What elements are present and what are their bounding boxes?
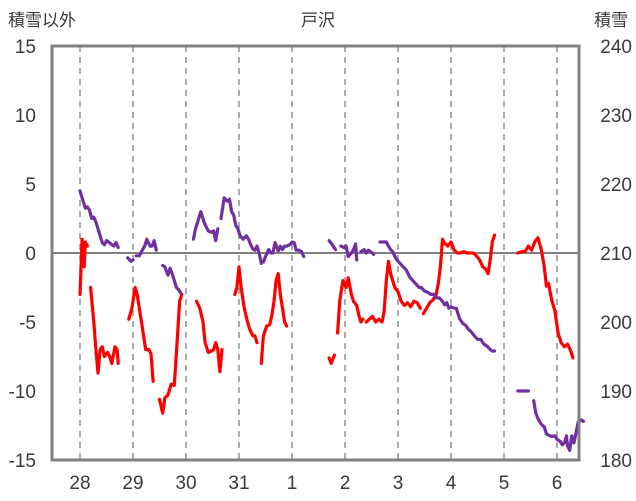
series-line-segment: [421, 233, 497, 316]
y-right-tick-label: 190: [600, 382, 632, 403]
series-line-segment: [161, 263, 183, 295]
series-line-segment: [327, 353, 336, 365]
y-right-tick-label: 200: [600, 313, 632, 334]
x-tick-label: 28: [69, 473, 90, 494]
plot-frame: [50, 44, 581, 462]
x-tick-label: 6: [552, 473, 563, 494]
y-right-tick-label: 180: [600, 451, 632, 472]
series-line-segment: [78, 237, 90, 296]
x-tick-label: 2: [340, 473, 351, 494]
y-right-tick-label: 230: [600, 106, 632, 127]
series-line-segment: [364, 259, 422, 324]
series-line-segment: [516, 236, 575, 360]
x-tick-label: 5: [499, 473, 510, 494]
x-tick-label: 4: [446, 473, 457, 494]
series-line-segment: [261, 240, 306, 264]
y-left-tick-label: 5: [25, 175, 36, 196]
series-line-segment: [78, 189, 120, 250]
series-line-segment: [259, 272, 289, 365]
y-left-tick-label: -10: [9, 382, 36, 403]
y-right-tick-label: 220: [600, 175, 632, 196]
chart-title: 戸沢: [301, 11, 335, 31]
y-left-tick-label: 10: [15, 106, 36, 127]
series-line-segment: [195, 299, 224, 374]
series-line-segment: [157, 292, 184, 415]
grid: [52, 46, 579, 460]
series-layer: [78, 189, 586, 452]
series-line-segment: [126, 256, 135, 263]
series-line-segment: [219, 196, 263, 265]
y-left-tick-label: -15: [9, 451, 36, 472]
series-line-segment: [134, 237, 158, 258]
series-line-segment: [359, 248, 376, 256]
x-tick-label: 3: [393, 473, 404, 494]
series-line-segment: [339, 242, 359, 262]
x-tick-label: 1: [287, 473, 298, 494]
series-line-segment: [336, 276, 365, 335]
series-other: [78, 233, 575, 415]
series-line-segment: [327, 239, 338, 252]
left-axis-title: 積雪以外: [8, 11, 76, 31]
series-line-segment: [191, 210, 220, 243]
y-left-tick-label: -5: [19, 313, 36, 334]
y-left-tick-label: 15: [15, 37, 36, 58]
y-right-tick-label: 210: [600, 244, 632, 265]
right-axis-title: 積雪: [594, 11, 628, 31]
x-tick-label: 30: [175, 473, 196, 494]
series-line-segment: [233, 265, 259, 345]
series-line-segment: [532, 399, 586, 452]
x-tick-label: 29: [122, 473, 143, 494]
x-tick-label: 31: [228, 473, 249, 494]
series-line-segment: [127, 285, 155, 383]
series-line-segment: [88, 285, 120, 375]
series-snow-depth: [78, 189, 586, 452]
y-right-tick-label: 240: [600, 37, 632, 58]
series-line-segment: [378, 240, 497, 353]
tick-labels: 28 29 30 31 1 2 3 4 5 6 15 10 5 0 -5 -10 -15 240 230 220 210…: [9, 37, 632, 494]
y-left-tick-label: 0: [25, 244, 36, 265]
